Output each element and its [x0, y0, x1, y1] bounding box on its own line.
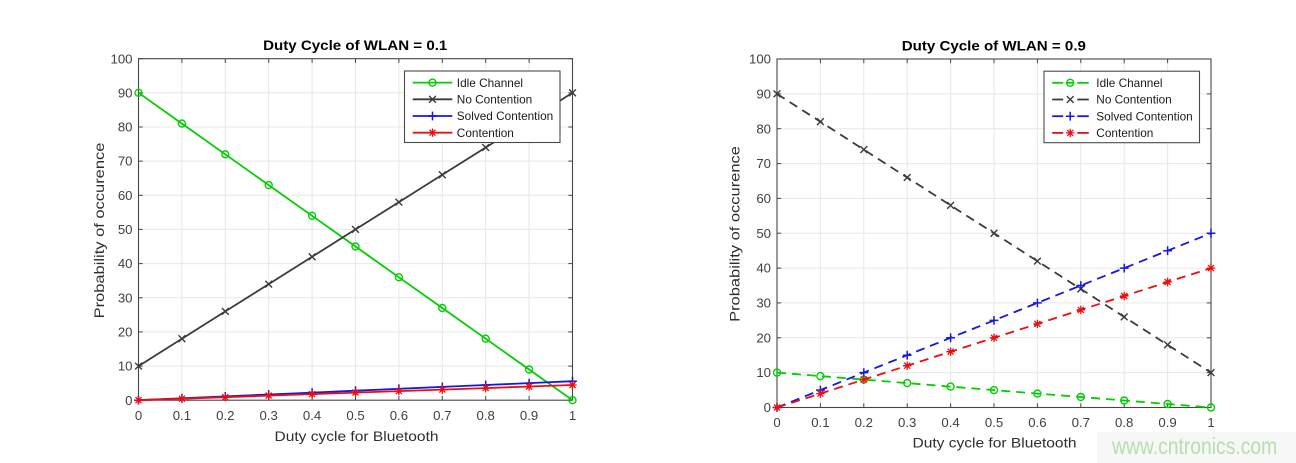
svg-text:20: 20: [756, 330, 771, 345]
svg-text:0.2: 0.2: [216, 408, 234, 423]
svg-text:80: 80: [756, 121, 771, 136]
svg-text:30: 30: [118, 290, 133, 305]
svg-text:50: 50: [756, 226, 771, 241]
svg-text:60: 60: [118, 188, 133, 203]
svg-text:70: 70: [756, 156, 771, 171]
svg-text:90: 90: [756, 87, 771, 102]
svg-text:0: 0: [135, 408, 142, 423]
svg-text:0.7: 0.7: [1072, 415, 1090, 430]
svg-text:0.1: 0.1: [811, 415, 829, 430]
svg-text:100: 100: [110, 51, 132, 66]
svg-text:0.6: 0.6: [390, 408, 408, 423]
svg-text:0.8: 0.8: [1115, 415, 1133, 430]
svg-text:0.6: 0.6: [1028, 415, 1046, 430]
svg-text:1: 1: [569, 408, 576, 423]
svg-text:0.4: 0.4: [303, 408, 321, 423]
svg-text:0.3: 0.3: [260, 408, 278, 423]
svg-text:90: 90: [118, 85, 133, 100]
svg-text:www.cntronics.com: www.cntronics.com: [1111, 435, 1277, 460]
svg-text:0.7: 0.7: [433, 408, 451, 423]
svg-text:No Contention: No Contention: [1096, 93, 1171, 107]
svg-text:Probability of occurence: Probability of occurence: [728, 146, 744, 322]
svg-text:0.9: 0.9: [1158, 415, 1176, 430]
svg-text:Solved Contention: Solved Contention: [1096, 109, 1192, 123]
svg-text:40: 40: [118, 256, 133, 271]
svg-text:Idle Channel: Idle Channel: [1096, 76, 1162, 90]
svg-text:70: 70: [118, 154, 133, 169]
svg-text:40: 40: [756, 261, 771, 276]
svg-text:Duty cycle for Bluetooth: Duty cycle for Bluetooth: [274, 430, 438, 445]
svg-text:60: 60: [756, 191, 771, 206]
svg-text:80: 80: [118, 120, 133, 135]
svg-text:Idle Channel: Idle Channel: [457, 76, 523, 90]
svg-text:0.4: 0.4: [941, 415, 959, 430]
svg-text:0.9: 0.9: [520, 408, 538, 423]
svg-text:0: 0: [764, 400, 771, 415]
svg-text:1: 1: [1207, 415, 1214, 430]
svg-text:Duty Cycle of WLAN = 0.1: Duty Cycle of WLAN = 0.1: [263, 39, 447, 54]
svg-text:0.8: 0.8: [477, 408, 495, 423]
svg-text:0.5: 0.5: [985, 415, 1003, 430]
svg-text:0.1: 0.1: [173, 408, 191, 423]
svg-text:0.2: 0.2: [855, 415, 873, 430]
svg-text:Contention: Contention: [1096, 126, 1153, 140]
svg-text:0: 0: [125, 393, 132, 408]
svg-text:No Contention: No Contention: [457, 93, 532, 107]
svg-text:Probability of occurence: Probability of occurence: [92, 143, 108, 319]
svg-text:0.5: 0.5: [346, 408, 364, 423]
svg-text:100: 100: [749, 52, 771, 67]
svg-text:20: 20: [118, 325, 133, 340]
svg-text:0.3: 0.3: [898, 415, 916, 430]
svg-text:Duty Cycle of WLAN = 0.9: Duty Cycle of WLAN = 0.9: [902, 39, 1086, 54]
svg-text:10: 10: [118, 359, 133, 374]
svg-text:10: 10: [756, 365, 771, 380]
svg-text:Solved Contention: Solved Contention: [457, 109, 553, 123]
svg-text:Duty cycle for Bluetooth: Duty cycle for Bluetooth: [912, 436, 1076, 451]
svg-text:50: 50: [118, 222, 133, 237]
svg-text:0: 0: [773, 415, 780, 430]
svg-text:Contention: Contention: [457, 126, 514, 140]
svg-text:30: 30: [756, 296, 771, 311]
